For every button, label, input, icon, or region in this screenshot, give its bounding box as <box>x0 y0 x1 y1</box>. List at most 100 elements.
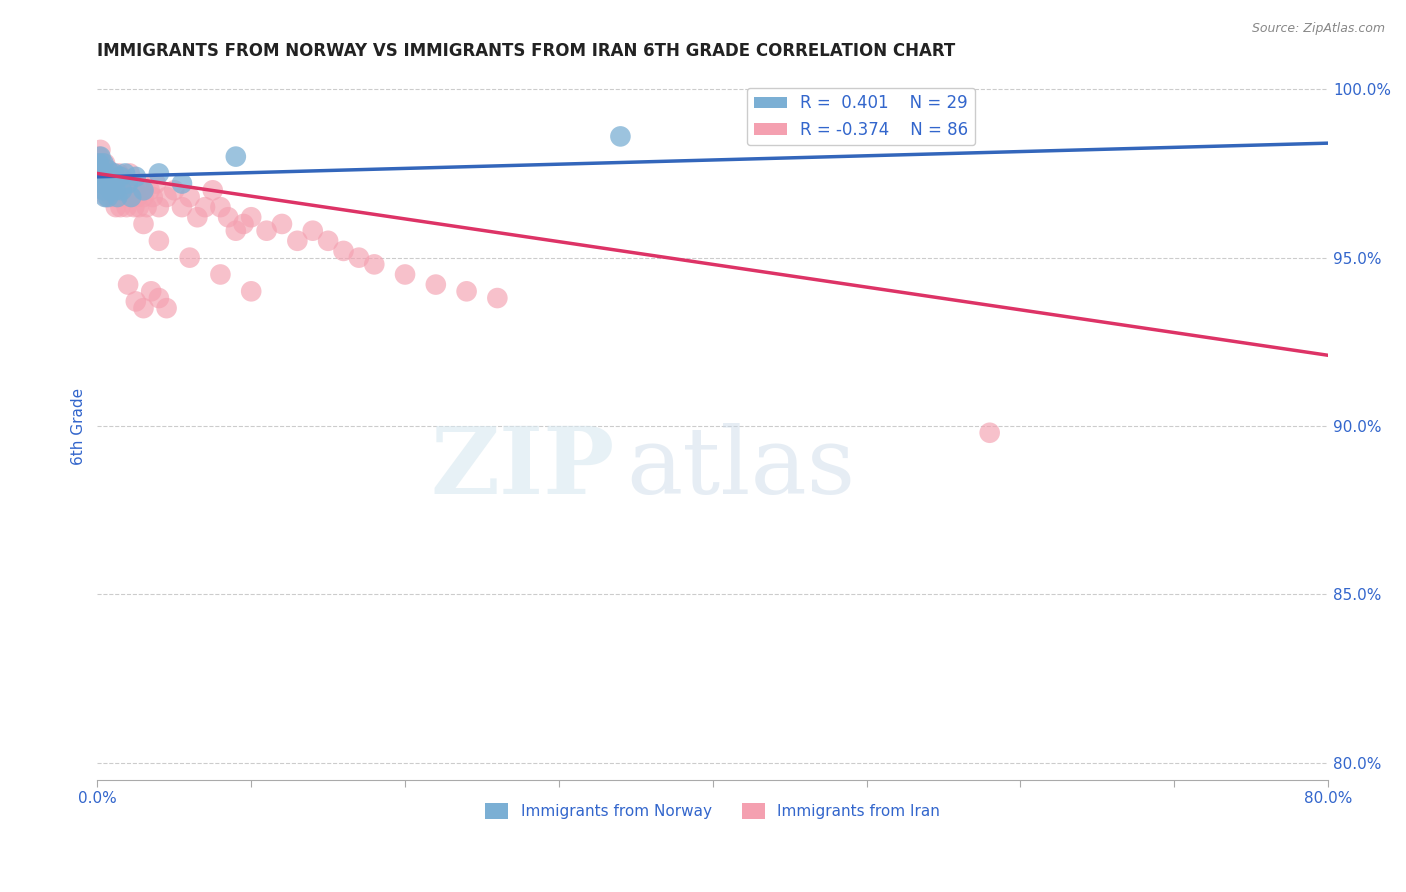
Point <box>347 251 370 265</box>
Point <box>129 177 152 191</box>
Point <box>271 217 294 231</box>
Point <box>89 166 111 180</box>
Point <box>96 177 118 191</box>
Point <box>89 150 111 164</box>
Point <box>117 277 139 292</box>
Point <box>98 183 121 197</box>
Point <box>316 234 339 248</box>
Point <box>132 301 155 315</box>
Point <box>94 156 117 170</box>
Point <box>301 224 323 238</box>
Point <box>111 169 134 184</box>
Point <box>91 163 114 178</box>
Point <box>127 190 149 204</box>
Point <box>120 190 142 204</box>
Point <box>108 166 131 180</box>
Point <box>103 166 125 180</box>
Point <box>155 301 177 315</box>
Point <box>112 190 135 204</box>
Point <box>100 177 122 191</box>
Point <box>97 163 120 178</box>
Point <box>110 200 132 214</box>
Point <box>91 166 114 180</box>
Point <box>179 251 201 265</box>
Text: atlas: atlas <box>627 424 856 514</box>
Point <box>148 200 170 214</box>
Point <box>225 150 247 164</box>
Point <box>125 183 148 197</box>
Point <box>98 169 121 184</box>
Point <box>132 217 155 231</box>
Point <box>256 224 278 238</box>
Point <box>97 163 120 178</box>
Point <box>118 166 141 180</box>
Point <box>163 183 186 197</box>
Point <box>117 177 139 191</box>
Point <box>148 166 170 180</box>
Point <box>93 156 115 170</box>
Point <box>105 190 128 204</box>
Point <box>101 183 124 197</box>
Point <box>194 200 217 214</box>
Point <box>240 211 263 225</box>
Point <box>155 190 177 204</box>
Point <box>100 190 122 204</box>
Point <box>94 169 117 184</box>
Point <box>232 217 254 231</box>
Point <box>103 190 125 204</box>
Point <box>108 190 131 204</box>
Point <box>124 200 146 214</box>
Point <box>394 268 416 282</box>
Point <box>115 200 138 214</box>
Text: IMMIGRANTS FROM NORWAY VS IMMIGRANTS FROM IRAN 6TH GRADE CORRELATION CHART: IMMIGRANTS FROM NORWAY VS IMMIGRANTS FRO… <box>97 42 956 60</box>
Point <box>142 190 165 204</box>
Point <box>141 285 163 299</box>
Point <box>486 291 509 305</box>
Point <box>89 143 111 157</box>
Point <box>93 163 115 178</box>
Point <box>121 177 143 191</box>
Point <box>609 129 631 144</box>
Point <box>114 166 136 180</box>
Point <box>110 169 132 184</box>
Point <box>209 200 232 214</box>
Point <box>170 200 193 214</box>
Point <box>87 156 110 170</box>
Point <box>285 234 308 248</box>
Point <box>111 183 134 197</box>
Point <box>132 183 155 197</box>
Point <box>332 244 354 258</box>
Point <box>94 183 117 197</box>
Point <box>225 224 247 238</box>
Point <box>104 183 127 197</box>
Point <box>111 183 134 197</box>
Point <box>138 183 160 197</box>
Point <box>425 277 447 292</box>
Point <box>148 291 170 305</box>
Point <box>114 177 136 191</box>
Point <box>217 211 239 225</box>
Point <box>91 156 114 170</box>
Point <box>120 190 142 204</box>
Point <box>186 211 208 225</box>
Point <box>110 177 132 191</box>
Text: ZIP: ZIP <box>430 424 614 514</box>
Point <box>96 166 118 180</box>
Point <box>93 177 115 191</box>
Text: Source: ZipAtlas.com: Source: ZipAtlas.com <box>1251 22 1385 36</box>
Point <box>132 190 155 204</box>
Point <box>87 150 110 164</box>
Point <box>179 190 201 204</box>
Point <box>170 177 193 191</box>
Point <box>240 285 263 299</box>
Point <box>94 190 117 204</box>
Point <box>98 169 121 184</box>
Point <box>105 190 128 204</box>
Point <box>145 177 167 191</box>
Point <box>100 183 122 197</box>
Point <box>209 268 232 282</box>
Legend: Immigrants from Norway, Immigrants from Iran: Immigrants from Norway, Immigrants from … <box>479 797 946 825</box>
Point <box>979 425 1001 440</box>
Point <box>135 200 157 214</box>
Point <box>456 285 478 299</box>
